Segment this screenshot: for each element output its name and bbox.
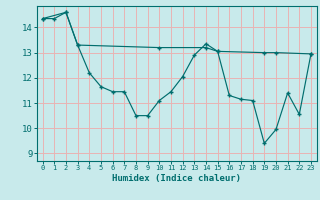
X-axis label: Humidex (Indice chaleur): Humidex (Indice chaleur)	[112, 174, 241, 183]
